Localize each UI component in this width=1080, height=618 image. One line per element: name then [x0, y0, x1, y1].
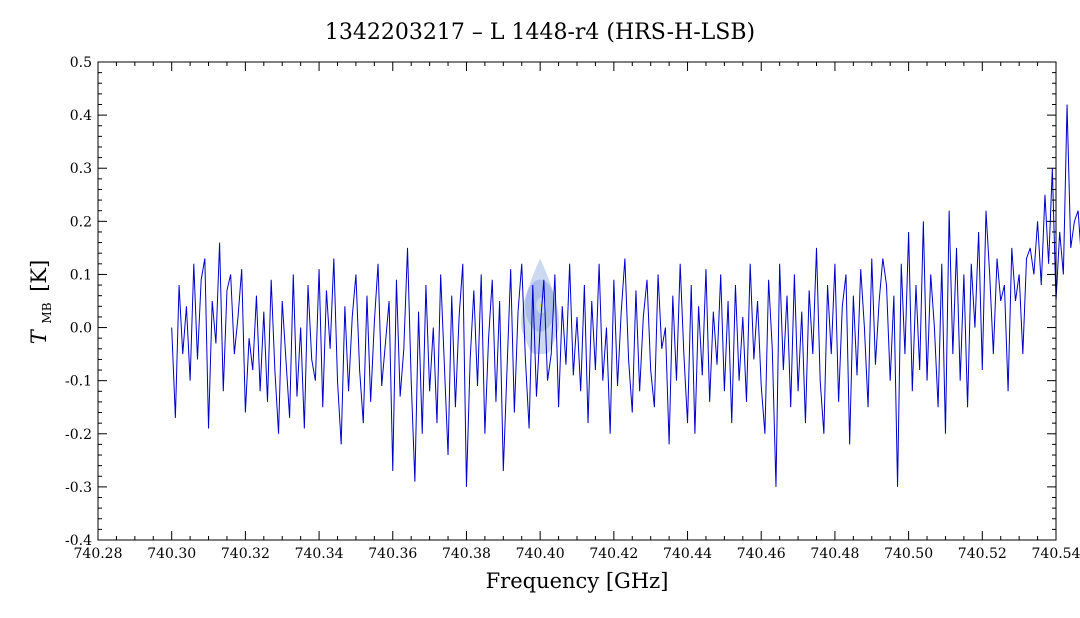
x-tick-label: 740.36 — [368, 546, 417, 562]
x-axis: 740.28 740.30 740.32 740.34 740.36 740.38 740.… — [74, 62, 1080, 562]
x-tick-label: 740.38 — [442, 546, 491, 562]
x-tick-label: 740.34 — [295, 546, 344, 562]
y-tick-label: -0.4 — [65, 533, 92, 549]
y-tick-label: 0.5 — [70, 55, 92, 71]
y-tick-label: 0.1 — [70, 267, 92, 283]
y-tick-label: 0.2 — [70, 214, 92, 230]
x-tick-label: 740.40 — [516, 546, 565, 562]
plot-frame — [97, 61, 1057, 541]
x-tick-label: 740.46 — [737, 546, 786, 562]
svg-text:T MB [K]: T MB [K] — [27, 260, 56, 345]
y-axis-label-subscript: MB — [40, 302, 54, 323]
y-tick-label: -0.2 — [65, 427, 92, 443]
chart-title: 1342203217 – L 1448-r4 (HRS-H-LSB) — [325, 20, 755, 45]
x-tick-label: 740.52 — [958, 546, 1007, 562]
x-tick-label: 740.50 — [884, 546, 933, 562]
x-tick-label: 740.42 — [589, 546, 638, 562]
x-tick-label: 740.48 — [810, 546, 859, 562]
y-axis: -0.4 -0.3 -0.2 -0.1 0.0 0.1 0.2 0.3 0.4 0.5 — [65, 55, 1056, 549]
x-tick-label: 740.28 — [74, 546, 123, 562]
x-tick-label: 740.32 — [221, 546, 270, 562]
y-tick-label: 0.4 — [70, 108, 92, 124]
x-tick-label: 740.44 — [663, 546, 712, 562]
x-axis-label: Frequency [GHz] — [486, 569, 669, 593]
y-axis-label: T MB [K] — [27, 260, 56, 345]
spectrum-series-line — [171, 104, 1080, 487]
y-axis-label-symbol: T — [27, 328, 51, 344]
x-tick-label: 740.54 — [1032, 546, 1080, 562]
y-tick-label: 0.3 — [70, 161, 92, 177]
y-tick-label: -0.3 — [65, 480, 92, 496]
y-tick-label: 0.0 — [70, 321, 92, 337]
y-axis-label-unit: [K] — [27, 260, 51, 292]
x-tick-label: 740.30 — [147, 546, 196, 562]
y-tick-label: -0.1 — [65, 374, 92, 390]
